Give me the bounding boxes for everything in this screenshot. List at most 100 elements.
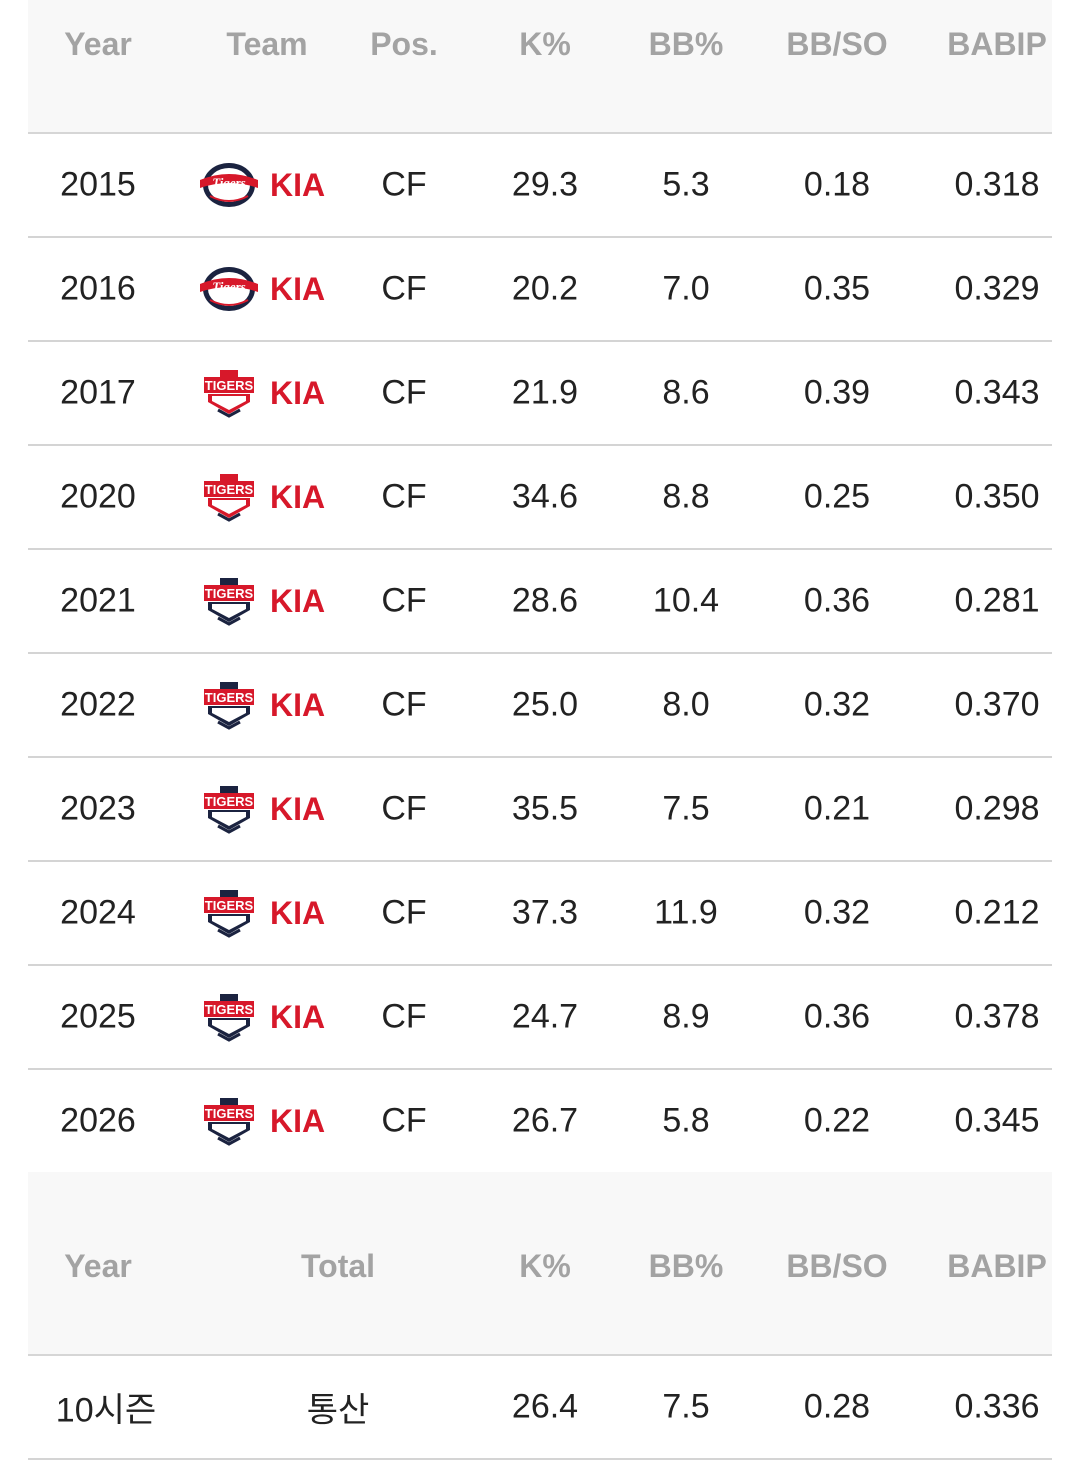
team-name: KIA [270, 1102, 326, 1139]
babip-cell: 0.378 [954, 997, 1040, 1036]
total-header-k-pct: K% [519, 1248, 571, 1284]
babip-cell: 0.370 [954, 685, 1040, 724]
pos-cell: CF [381, 1101, 427, 1140]
bb-pct-cell: 8.8 [662, 477, 710, 516]
team-name: KIA [270, 478, 326, 515]
team-name: KIA [270, 686, 326, 723]
team-cell[interactable]: Tigers KIA [196, 155, 325, 215]
bb-so-cell: 0.32 [803, 685, 871, 724]
team-cell[interactable]: Tigers KIA [196, 259, 325, 319]
babip-cell: 0.298 [954, 789, 1040, 828]
header-bb-pct: BB% [648, 26, 724, 62]
tigers-logo-icon: TIGERS [196, 1094, 262, 1148]
bb-pct-cell: 8.6 [662, 373, 710, 412]
tigers-logo-icon: TIGERS [196, 366, 262, 420]
bb-pct-cell: 7.5 [662, 789, 710, 828]
header-bb-so: BB/SO [786, 26, 888, 62]
team-name: KIA [270, 790, 326, 827]
total-bbso-cell: 0.28 [803, 1387, 871, 1426]
year-cell: 2024 [60, 893, 136, 932]
tigers-logo-icon: TIGERS [196, 990, 262, 1044]
table-row[interactable]: 2025 TIGERS KIA CF 24.7 8.9 0.36 0.378 [28, 966, 1052, 1070]
bb-so-cell: 0.22 [803, 1101, 871, 1140]
team-cell[interactable]: TIGERS KIA [196, 571, 325, 631]
table-row[interactable]: 2020 TIGERS KIA CF 34.6 8.8 0.25 0.350 [28, 446, 1052, 550]
stats-table-header: Year Team Pos. K% BB% BB/SO BABIP [28, 0, 1052, 134]
bb-so-cell: 0.21 [803, 789, 871, 828]
team-name: KIA [270, 582, 326, 619]
table-row[interactable]: 2024 TIGERS KIA CF 37.3 11.9 0.32 0.212 [28, 862, 1052, 966]
tigers-logo-icon: Tigers [196, 262, 262, 316]
table-row[interactable]: 2021 TIGERS KIA CF 28.6 10.4 0.36 0.281 [28, 550, 1052, 654]
total-label-cell: 통산 [306, 1391, 370, 1430]
tigers-logo-icon: TIGERS [196, 470, 262, 524]
pos-cell: CF [381, 373, 427, 412]
babip-cell: 0.281 [954, 581, 1040, 620]
babip-cell: 0.212 [954, 893, 1040, 932]
team-cell[interactable]: TIGERS KIA [196, 779, 325, 839]
table-row[interactable]: 2022 TIGERS KIA CF 25.0 8.0 0.32 0.370 [28, 654, 1052, 758]
team-cell[interactable]: TIGERS KIA [196, 987, 325, 1047]
header-pos: Pos. [370, 26, 438, 62]
team-cell[interactable]: TIGERS KIA [196, 1091, 325, 1151]
total-header-year: Year [64, 1248, 132, 1284]
total-table-header: Year Total K% BB% BB/SO BABIP [28, 1232, 1052, 1356]
pos-cell: CF [381, 893, 427, 932]
pos-cell: CF [381, 789, 427, 828]
header-babip: BABIP [947, 26, 1047, 62]
team-cell[interactable]: TIGERS KIA [196, 883, 325, 943]
team-cell[interactable]: TIGERS KIA [196, 467, 325, 527]
babip-cell: 0.318 [954, 165, 1040, 204]
total-year-cell: 10시즌 [55, 1391, 157, 1430]
k-pct-cell: 25.0 [511, 685, 579, 724]
total-header-bb-pct: BB% [648, 1248, 724, 1284]
year-cell: 2026 [60, 1101, 136, 1140]
svg-text:TIGERS: TIGERS [205, 690, 254, 705]
total-babip-cell: 0.336 [954, 1387, 1040, 1426]
left-margin [0, 0, 28, 1461]
bb-pct-cell: 8.0 [662, 685, 710, 724]
team-cell[interactable]: TIGERS KIA [196, 675, 325, 735]
svg-text:TIGERS: TIGERS [205, 794, 254, 809]
team-name: KIA [270, 166, 326, 203]
k-pct-cell: 21.9 [511, 373, 579, 412]
table-row[interactable]: 2016 Tigers KIA CF 20.2 7.0 0.35 0.329 [28, 238, 1052, 342]
k-pct-cell: 37.3 [511, 893, 579, 932]
bb-so-cell: 0.36 [803, 997, 871, 1036]
svg-text:TIGERS: TIGERS [205, 1106, 254, 1121]
pos-cell: CF [381, 997, 427, 1036]
k-pct-cell: 34.6 [511, 477, 579, 516]
bb-pct-cell: 11.9 [654, 893, 718, 932]
team-cell[interactable]: TIGERS KIA [196, 363, 325, 423]
year-cell: 2017 [60, 373, 136, 412]
babip-cell: 0.329 [954, 269, 1040, 308]
team-name: KIA [270, 894, 326, 931]
table-row[interactable]: 2026 TIGERS KIA CF 26.7 5.8 0.22 0.345 [28, 1070, 1052, 1174]
pos-cell: CF [381, 685, 427, 724]
k-pct-cell: 28.6 [511, 581, 579, 620]
k-pct-cell: 20.2 [511, 269, 579, 308]
table-row[interactable]: 2017 TIGERS KIA CF 21.9 8.6 0.39 0.343 [28, 342, 1052, 446]
table-row[interactable]: 2023 TIGERS KIA CF 35.5 7.5 0.21 0.298 [28, 758, 1052, 862]
pos-cell: CF [381, 165, 427, 204]
team-name: KIA [270, 270, 326, 307]
total-header-babip: BABIP [947, 1248, 1047, 1284]
svg-text:TIGERS: TIGERS [205, 1002, 254, 1017]
year-cell: 2020 [60, 477, 136, 516]
year-cell: 2015 [60, 165, 136, 204]
bb-so-cell: 0.25 [803, 477, 871, 516]
pos-cell: CF [381, 269, 427, 308]
table-row[interactable]: 2015 Tigers KIA CF 29.3 5.3 0.18 0.318 [28, 134, 1052, 238]
babip-cell: 0.350 [954, 477, 1040, 516]
tigers-logo-icon: Tigers [196, 158, 262, 212]
bb-pct-cell: 7.0 [662, 269, 710, 308]
header-year: Year [64, 26, 132, 62]
total-row[interactable]: 10시즌 통산 26.4 7.5 0.28 0.336 [28, 1356, 1052, 1460]
header-k-pct: K% [519, 26, 571, 62]
svg-text:TIGERS: TIGERS [205, 898, 254, 913]
year-cell: 2021 [60, 581, 136, 620]
babip-cell: 0.345 [954, 1101, 1040, 1140]
bb-so-cell: 0.35 [803, 269, 871, 308]
bb-so-cell: 0.18 [803, 165, 871, 204]
team-name: KIA [270, 374, 326, 411]
